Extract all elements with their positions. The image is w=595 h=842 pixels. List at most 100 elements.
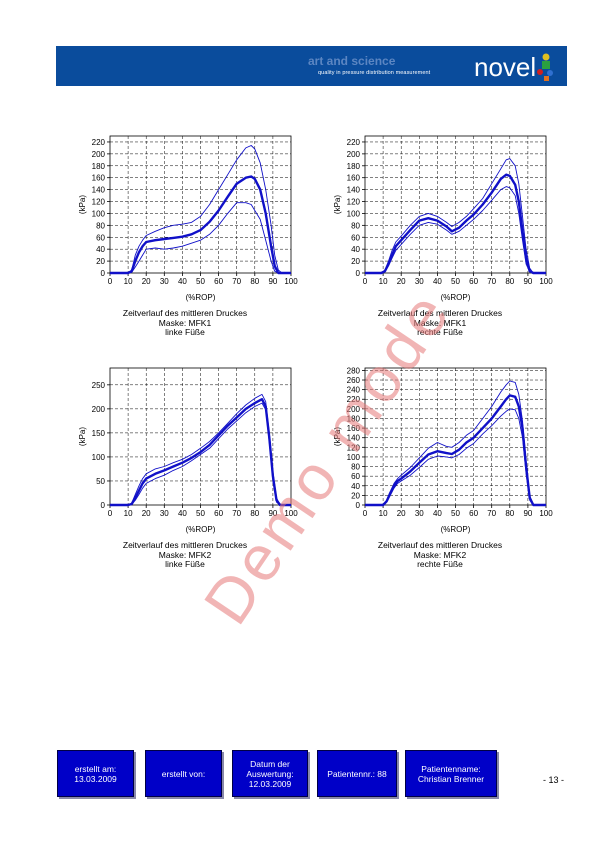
y-tick-label: 280 [347,366,361,375]
y-tick-label: 140 [92,186,106,195]
x-tick-label: 10 [124,509,133,518]
y-tick-label: 150 [92,429,106,438]
y-tick-label: 40 [351,245,360,254]
x-tick-label: 100 [539,277,553,286]
x-axis-label: (%ROP) [441,525,471,534]
chart-svg: 0 10 20 30 40 50 60 70 80 90 100020406080100120140… [78,135,298,302]
patient-name-label: Patientenname: [421,763,481,774]
x-tick-label: 50 [451,509,460,518]
caption-line: Zeitverlauf des mittleren Druckes [122,308,248,318]
caption-side: rechte Füße [417,327,463,337]
x-axis-label: (%ROP) [441,293,471,302]
y-tick-label: 120 [347,443,361,452]
header-banner: art and science quality in pressure dist… [56,46,567,86]
patient-number: Patientennr.: 88 [327,768,387,779]
y-tick-label: 60 [351,472,360,481]
y-tick-label: 100 [347,453,361,462]
x-tick-label: 20 [142,277,151,286]
x-tick-label: 40 [433,277,442,286]
x-tick-label: 100 [539,509,553,518]
x-tick-label: 70 [487,509,496,518]
x-tick-label: 100 [284,509,298,518]
x-tick-label: 60 [214,509,223,518]
caption-line: Zeitverlauf des mittleren Druckes [377,308,503,318]
x-tick-label: 20 [397,509,406,518]
x-tick-label: 80 [250,509,259,518]
x-tick-label: 30 [160,509,169,518]
y-tick-label: 0 [356,269,361,278]
x-tick-label: 90 [268,509,277,518]
y-tick-label: 40 [351,482,360,491]
eval-date-value: 12.03.2009 [248,778,292,789]
series-line-mean [110,398,291,507]
created-by-label: erstellt von: [161,768,206,779]
page-number: - 13 - [543,775,565,785]
y-tick-label: 100 [92,453,106,462]
x-tick-label: 80 [505,509,514,518]
caption-side: linke Füße [165,327,205,337]
x-tick-label: 20 [142,509,151,518]
patient-name-value: Christian Brenner [417,773,485,784]
created-on-label: erstellt am: [74,763,117,774]
x-tick-label: 80 [505,277,514,286]
x-tick-label: 0 [363,277,368,286]
patient-name-box: Patientenname: Christian Brenner [405,750,497,797]
y-tick-label: 100 [92,209,106,218]
series-line-mean [365,394,546,507]
series-line-upper [110,145,291,274]
series-line-mean [365,173,546,275]
x-tick-label: 0 [108,277,113,286]
tagline-subtitle: quality in pressure distribution measure… [318,70,431,76]
x-tick-label: 70 [232,509,241,518]
series-line-mean [110,175,291,275]
caption-line: Zeitverlauf des mittleren Druckes [122,540,248,550]
patient-number-box: Patientennr.: 88 [317,750,397,797]
x-tick-label: 90 [268,277,277,286]
x-tick-label: 30 [160,277,169,286]
series-line-lower [365,408,546,506]
x-tick-label: 10 [124,277,133,286]
y-tick-label: 0 [356,501,361,510]
y-tick-label: 160 [92,174,106,183]
y-tick-label: 160 [347,424,361,433]
y-tick-label: 120 [92,198,106,207]
y-tick-label: 220 [347,138,361,147]
caption-mask: Maske: MFK2 [413,549,467,560]
y-tick-label: 120 [347,198,361,207]
x-tick-label: 70 [232,277,241,286]
caption-line: Zeitverlauf des mittleren Druckes [377,540,503,550]
y-tick-label: 0 [101,501,106,510]
caption-mfk1-right: Zeitverlauf des mittleren Druckes Maske:… [325,308,555,338]
y-tick-label: 260 [347,376,361,385]
x-tick-label: 20 [397,277,406,286]
x-tick-label: 0 [108,509,113,518]
y-tick-label: 20 [351,491,360,500]
chart-mfk1-right: 0 10 20 30 40 50 60 70 80 90 100 0 20 40 60 80 100 120 140… [330,128,560,303]
x-tick-label: 60 [214,277,223,286]
caption-mask: Maske: MFK2 [158,549,212,560]
y-tick-label: 20 [351,257,360,266]
eval-date-label-2: Auswertung: [246,768,294,779]
x-tick-label: 50 [451,277,460,286]
tagline-title: art and science [308,54,396,68]
y-axis-label: (kPa) [333,427,342,446]
caption-side: rechte Füße [417,559,463,569]
y-tick-label: 200 [92,150,106,159]
x-tick-label: 40 [178,509,187,518]
y-tick-label: 240 [347,386,361,395]
x-tick-label: 50 [196,277,205,286]
y-tick-label: 60 [96,233,105,242]
chart-svg: 0 10 20 30 40 50 60 70 80 90 100020406080100120140… [333,366,553,534]
series-line-upper [365,380,546,506]
caption-mfk2-right: Zeitverlauf des mittleren Druckes Maske:… [325,540,555,570]
y-tick-label: 40 [96,245,105,254]
y-axis-label: (kPa) [78,427,87,446]
caption-side: linke Füße [165,559,205,569]
caption-mask: Maske: MFK1 [413,317,467,328]
y-tick-label: 80 [96,221,105,230]
x-tick-label: 0 [363,509,368,518]
caption-mask: Maske: MFK1 [158,317,212,328]
caption-mfk2-left: Zeitverlauf des mittleren Druckes Maske:… [70,540,300,570]
series-line-upper [365,158,546,274]
eval-date-label-1: Datum der [250,758,290,769]
